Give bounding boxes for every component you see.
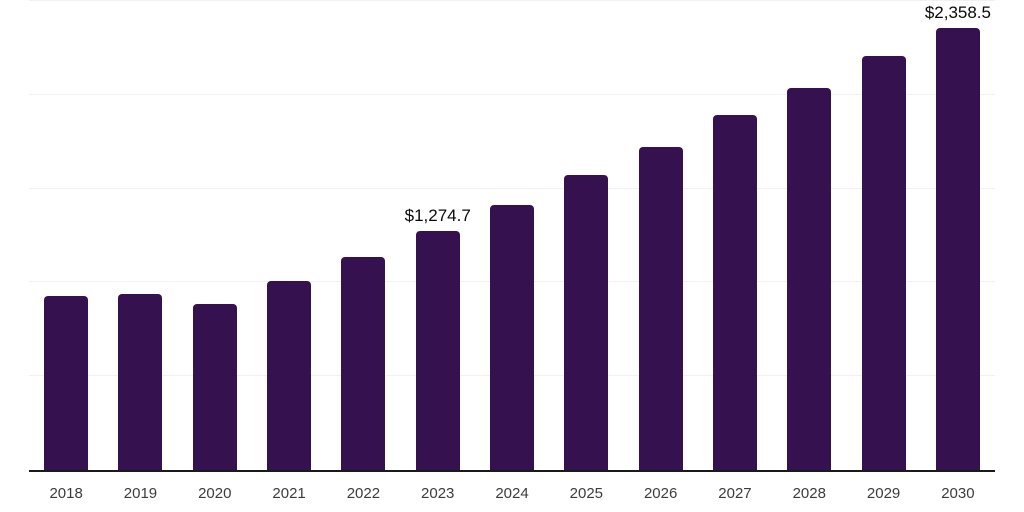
bar-column-2030: $2,358.5 xyxy=(921,1,995,470)
plot-area: $1,274.7 $2,358.5 xyxy=(29,0,995,472)
bar-column-2021 xyxy=(252,1,326,470)
bar-2030 xyxy=(935,27,980,470)
bar-column-2028 xyxy=(772,1,846,470)
x-axis-tick-labels: 2018 2019 2020 2021 2022 2023 2024 2025 2026 2027… xyxy=(29,484,995,504)
x-tick-label-2025: 2025 xyxy=(569,485,604,502)
x-tick-label-2021: 2021 xyxy=(272,485,306,502)
x-tick-label-2019: 2019 xyxy=(123,485,158,502)
gridline-2500 xyxy=(29,0,995,1)
bar-2027 xyxy=(712,115,757,470)
bar-2019 xyxy=(118,293,163,470)
bar-column-2029 xyxy=(846,1,920,470)
bar-2023 xyxy=(415,230,460,470)
bar-2026 xyxy=(638,147,683,470)
bar-column-2027 xyxy=(698,1,772,470)
x-tick-label-2023: 2023 xyxy=(421,485,455,502)
data-label-2023: $1,274.7 xyxy=(404,205,471,225)
bar-column-2018 xyxy=(29,1,103,470)
bar-column-2019 xyxy=(103,1,177,470)
bar-2025 xyxy=(564,175,609,470)
x-tick-label-2022: 2022 xyxy=(346,485,381,502)
gridline-2000 xyxy=(29,93,995,95)
x-tick-label-2027: 2027 xyxy=(718,485,752,502)
x-tick-label-2028: 2028 xyxy=(792,485,826,502)
bar-column-2023: $1,274.7 xyxy=(401,1,475,470)
bar-column-2022 xyxy=(326,1,400,470)
x-tick-label-2020: 2020 xyxy=(198,485,232,502)
bar-2029 xyxy=(861,56,906,470)
data-label-2030: $2,358.5 xyxy=(924,2,991,22)
x-tick-label-2024: 2024 xyxy=(495,485,529,502)
x-tick-label-2026: 2026 xyxy=(643,485,678,502)
bar-2018 xyxy=(44,295,89,470)
bar-2021 xyxy=(267,280,312,470)
bar-column-2026 xyxy=(624,1,698,470)
gridline-1500 xyxy=(29,187,995,189)
bar-column-2024 xyxy=(475,1,549,470)
bar-2024 xyxy=(490,204,535,470)
bar-column-2025 xyxy=(549,1,623,470)
bar-column-2020 xyxy=(178,1,252,470)
bar-2028 xyxy=(787,88,832,470)
bar-2020 xyxy=(192,303,237,470)
x-tick-label-2018: 2018 xyxy=(49,485,83,502)
x-tick-label-2029: 2029 xyxy=(866,485,901,502)
bars-container: $1,274.7 $2,358.5 xyxy=(29,1,995,470)
x-tick-label-2030: 2030 xyxy=(941,485,975,502)
bar-2022 xyxy=(341,257,386,470)
